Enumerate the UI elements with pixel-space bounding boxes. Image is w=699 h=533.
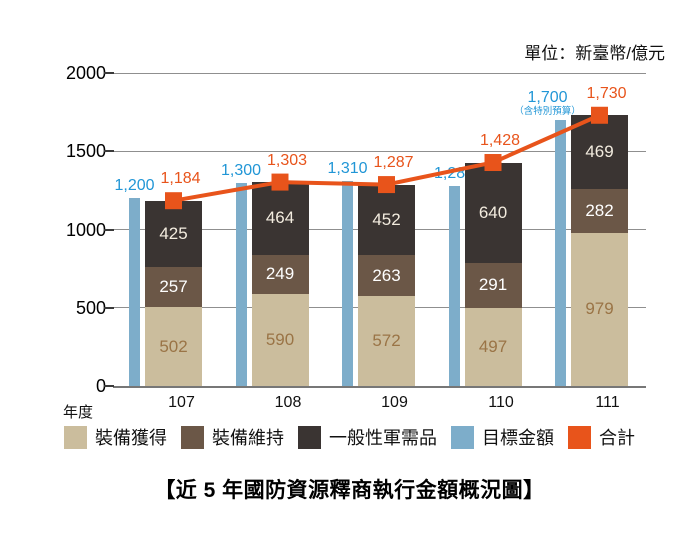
segment-value-label: 469 [585, 141, 614, 161]
legend-label: 合計 [599, 428, 635, 448]
total-value-label: 1,428 [479, 132, 521, 150]
x-tick-label: 111 [595, 394, 620, 411]
legend-swatch [64, 425, 87, 449]
y-tick-label: 1500 [65, 141, 106, 162]
grid-line [113, 385, 646, 388]
legend-label: 一般性軍需品 [329, 428, 437, 448]
stacked-bar-segment: 590 [251, 293, 309, 386]
target-value-label: 1,300 [220, 161, 262, 179]
target-bar [448, 185, 460, 386]
total-value-label: 1,184 [160, 170, 201, 188]
total-line [165, 106, 608, 210]
segment-value-label: 257 [159, 277, 188, 297]
target-value-label: 1,310 [327, 160, 368, 178]
legend-label: 裝備獲得 [95, 428, 167, 448]
stacked-bar: 502 257 425 [145, 200, 202, 386]
legend-swatch [568, 425, 591, 449]
x-tick-label: 109 [381, 394, 408, 411]
x-tick-label: 108 [274, 394, 302, 411]
unit-label: 單位：新臺幣/億元 [524, 44, 665, 63]
stacked-bar-segment: 497 [464, 308, 522, 386]
stacked-bar-segment: 452 [358, 184, 415, 256]
segment-value-label: 282 [585, 200, 614, 220]
segment-value-label: 464 [265, 208, 295, 228]
stacked-bar-segment: 979 [571, 232, 628, 386]
stacked-bar-segment: 572 [358, 296, 415, 386]
stacked-bar: 590 249 464 [251, 182, 309, 386]
target-note-label: （含特別預算） [514, 105, 581, 117]
segment-value-label: 590 [265, 329, 295, 349]
y-tick-label: 1000 [65, 219, 106, 240]
y-tick-label: 2000 [65, 63, 106, 83]
stacked-bar-segment: 257 [145, 267, 202, 308]
y-tick-label: 500 [75, 297, 106, 318]
target-value-label: 1,700 （含特別預算） [514, 89, 581, 117]
total-value-label: 1,303 [266, 151, 308, 169]
total-marker [591, 106, 608, 124]
target-bar [342, 181, 353, 386]
stacked-bar-segment: 640 [464, 162, 522, 263]
segment-value-label: 291 [478, 275, 508, 295]
segment-value-label: 572 [372, 331, 401, 351]
segment-value-label: 249 [265, 264, 295, 284]
stacked-bar-segment: 425 [145, 200, 202, 268]
x-tick-label: 107 [168, 394, 195, 411]
total-value-label: 1,287 [373, 154, 414, 172]
axis-tick [104, 150, 114, 153]
axis-tick [104, 228, 114, 231]
legend-item: 目標金額 [451, 424, 554, 450]
segment-value-label: 640 [478, 202, 508, 222]
segment-value-label: 497 [478, 337, 508, 357]
axis-tick [104, 306, 114, 309]
target-bar [129, 198, 140, 386]
legend-swatch [451, 425, 474, 449]
total-marker [271, 173, 289, 191]
legend-item: 一般性軍需品 [298, 424, 437, 450]
legend-swatch [298, 425, 321, 449]
target-bar [235, 182, 247, 386]
legend-swatch [181, 425, 204, 449]
stacked-bar-segment: 469 [571, 115, 628, 189]
segment-value-label: 979 [585, 299, 614, 319]
stacked-bar-segment: 502 [145, 307, 202, 386]
total-marker [378, 176, 395, 194]
stacked-bar-segment: 263 [358, 255, 415, 297]
legend: 裝備獲得 裝備維持 一般性軍需品 目標金額 合計 [0, 424, 699, 450]
legend-item: 裝備獲得 [64, 424, 167, 450]
stacked-bar: 979 282 469 [571, 115, 628, 386]
total-marker [484, 154, 502, 172]
legend-label: 裝備維持 [212, 428, 284, 448]
stacked-bar-segment: 282 [571, 188, 628, 233]
legend-item: 裝備維持 [181, 424, 284, 450]
total-value-label: 1,730 [586, 84, 627, 102]
stacked-bar-segment: 249 [251, 254, 309, 294]
stacked-bar-segment: 464 [251, 182, 309, 255]
y-tick-label: 0 [95, 376, 106, 396]
x-axis-title: 年度 [63, 404, 94, 421]
legend-label: 目標金額 [482, 428, 554, 448]
segment-value-label: 263 [372, 265, 401, 285]
total-marker [165, 192, 182, 210]
target-bar [555, 119, 566, 386]
grid-line [113, 72, 646, 74]
segment-value-label: 502 [159, 336, 188, 356]
legend-item: 合計 [568, 424, 635, 450]
chart-title: 【近 5 年國防資源釋商執行金額概況圖】 [154, 479, 545, 502]
axis-tick [104, 72, 114, 74]
target-value-label: 1,200 [114, 177, 155, 195]
stacked-bar: 572 263 452 [358, 184, 415, 386]
segment-value-label: 425 [159, 223, 188, 243]
stacked-bar-segment: 291 [464, 262, 522, 309]
plot-area: 1,200 502 257 425 1,184 1,300 590 249 464 1,303 1,… [104, 72, 646, 388]
axis-tick [104, 385, 114, 387]
grid-line [113, 150, 646, 152]
stacked-bar: 497 291 640 [464, 162, 522, 386]
x-tick-label: 110 [488, 394, 514, 411]
segment-value-label: 452 [372, 209, 401, 229]
